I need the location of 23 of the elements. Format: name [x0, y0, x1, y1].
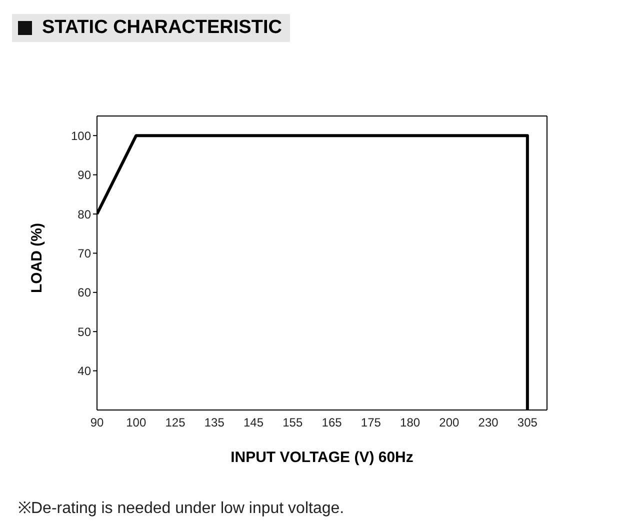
x-tick-label: 305 [517, 416, 538, 430]
y-tick-label: 40 [78, 364, 92, 378]
y-tick-label: 50 [78, 324, 92, 339]
x-tick-label: 200 [439, 416, 460, 430]
x-tick-label: 155 [282, 416, 303, 430]
x-tick-label: 165 [322, 416, 342, 430]
x-tick-label: 135 [204, 416, 225, 430]
chart-title: STATIC CHARACTERISTIC [42, 17, 282, 39]
x-tick-label: 125 [165, 416, 186, 430]
y-tick-label: 60 [78, 286, 92, 300]
y-axis-title: LOAD (%) [28, 223, 46, 293]
x-axis-title: INPUT VOLTAGE (V) 60Hz [230, 449, 414, 466]
x-tick-label: 175 [360, 416, 382, 430]
y-tick-label: 90 [78, 168, 92, 182]
y-tick-label: 100 [70, 128, 92, 143]
y-tick-label: 80 [78, 207, 92, 222]
x-tick-label: 145 [244, 416, 264, 430]
x-tick-label: 180 [400, 416, 420, 430]
x-tick-label: 230 [478, 416, 499, 430]
x-tick-label: 90 [90, 416, 104, 430]
text: ※De-rating is needed under low input voltage. [18, 499, 344, 518]
y-tick-label: 70 [78, 246, 92, 260]
x-tick-label: 100 [126, 416, 146, 430]
